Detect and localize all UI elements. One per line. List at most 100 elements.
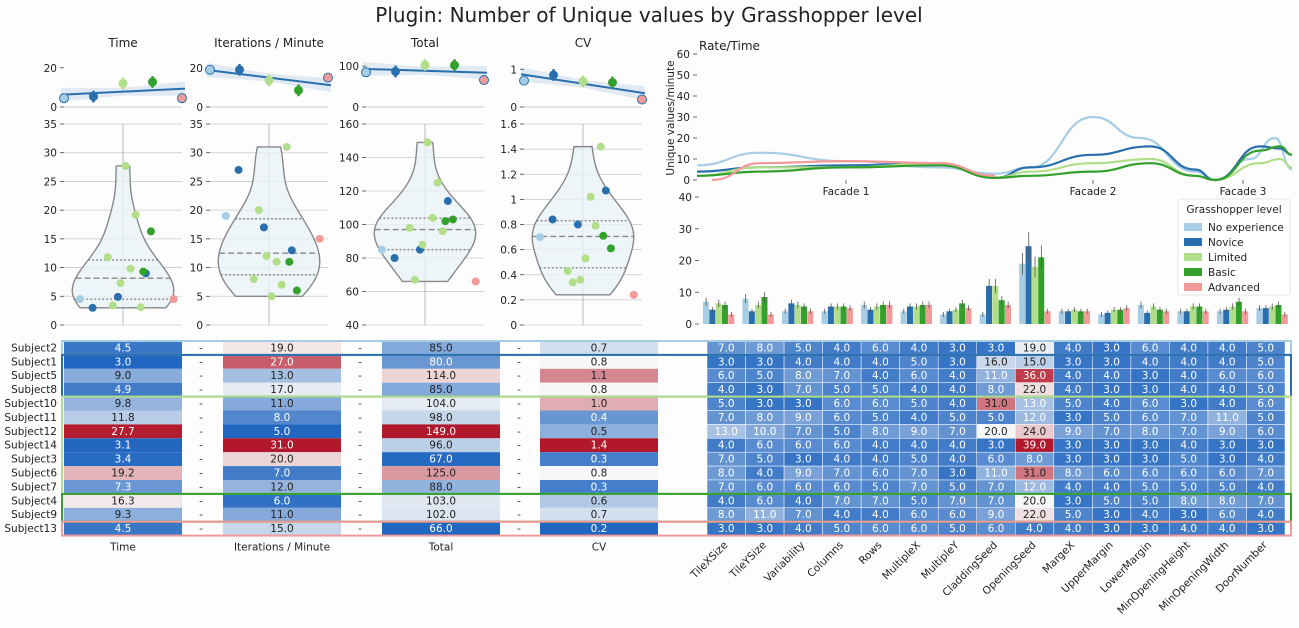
cell-value: 4.0 — [1180, 523, 1197, 535]
heat-cell — [64, 438, 182, 453]
cell-value: 7.3 — [115, 481, 132, 493]
bar — [1156, 309, 1163, 324]
cell-value: 4.0 — [1103, 398, 1120, 410]
heat-cell — [223, 410, 341, 425]
bar — [767, 314, 774, 324]
cell-value: 6.0 — [834, 412, 851, 424]
column-label: MinOpeningWidth — [1157, 539, 1232, 614]
cell-value: 5.0 — [1257, 342, 1274, 354]
y-tick-label: 30 — [679, 224, 692, 236]
bar — [1275, 304, 1282, 324]
data-point — [131, 210, 140, 219]
bar — [1150, 306, 1157, 324]
cell-value: 4.0 — [1065, 481, 1082, 493]
dash-separator: - — [199, 454, 203, 466]
y-tick-label: 1.6 — [500, 119, 517, 131]
heat-cell — [223, 438, 341, 453]
bar — [861, 304, 868, 324]
dash-separator: - — [517, 454, 521, 466]
data-point — [428, 213, 437, 222]
data-point — [221, 211, 230, 220]
heat-cell — [540, 410, 658, 425]
cell-value: 31.0 — [1023, 468, 1046, 480]
dash-separator: - — [199, 356, 203, 368]
bar — [1065, 311, 1072, 324]
bar — [1038, 257, 1045, 324]
panel-title: Time — [107, 36, 137, 50]
column-label: TileXSize — [688, 539, 731, 582]
cell-value: 4.0 — [795, 495, 812, 507]
cell-value: 5.0 — [1065, 509, 1082, 521]
dash-separator: - — [517, 356, 521, 368]
cell-value: 5.0 — [1065, 398, 1082, 410]
series-line-advanced — [711, 159, 996, 182]
mean-point — [294, 85, 303, 95]
dash-separator: - — [199, 342, 203, 354]
y-tick-label: 20 — [679, 256, 692, 268]
heat-cell — [64, 507, 182, 522]
bar — [886, 304, 893, 324]
cell-value: 4.0 — [949, 398, 966, 410]
cell-value: 3.0 — [795, 398, 812, 410]
cell-value: 4.0 — [795, 523, 812, 535]
cell-value: 3.0 — [1142, 454, 1159, 466]
y-tick-label: 25 — [44, 176, 57, 188]
trend-panels: Time 0 20 Iterations / Minute 0 20 Total 0 100 CV… — [44, 36, 647, 114]
data-point — [563, 266, 572, 275]
column-label: MinOpeningHeight — [1115, 539, 1193, 617]
mean-point — [148, 77, 157, 87]
cell-value: 4.0 — [1065, 523, 1082, 535]
data-point — [596, 142, 605, 151]
cell-value: 7.0 — [1257, 468, 1274, 480]
cell-value: 15.0 — [1023, 356, 1046, 368]
bar — [959, 303, 966, 324]
bar — [782, 311, 789, 324]
bar — [1098, 314, 1105, 324]
cell-value: 13.0 — [270, 370, 293, 382]
y-tick-label: 30 — [677, 112, 690, 124]
data-point — [116, 279, 125, 288]
y-tick-label: 0 — [196, 320, 203, 332]
dash-separator: - — [517, 426, 521, 438]
cell-value: 9.8 — [115, 398, 132, 410]
bar — [1163, 311, 1170, 324]
bar — [755, 304, 762, 324]
cell-value: 4.0 — [1026, 523, 1043, 535]
cell-value: 3.0 — [1180, 398, 1197, 410]
cell-value: 3.0 — [1065, 454, 1082, 466]
cell-value: 3.0 — [756, 384, 773, 396]
mean-point — [361, 67, 371, 78]
cell-value: 4.0 — [911, 342, 928, 354]
dash-separator: - — [199, 468, 203, 480]
cell-value: 3.0 — [1103, 356, 1120, 368]
bar — [965, 308, 972, 324]
cell-value: 5.0 — [949, 412, 966, 424]
cell-value: 6.0 — [834, 398, 851, 410]
bar — [1177, 311, 1184, 324]
cell-value: 4.0 — [949, 454, 966, 466]
dash-separator: - — [517, 509, 521, 521]
dash-separator: - — [199, 440, 203, 452]
cell-value: 4.0 — [1103, 370, 1120, 382]
cell-value: 8.0 — [1219, 495, 1236, 507]
cell-value: 5.0 — [1219, 481, 1236, 493]
cell-value: 6.0 — [1257, 426, 1274, 438]
heat-cell — [382, 424, 500, 439]
y-tick-label: 15 — [44, 234, 57, 246]
cell-value: 5.0 — [718, 398, 735, 410]
cell-value: 3.0 — [1103, 523, 1120, 535]
cell-value: 3.0 — [988, 342, 1005, 354]
cell-value: 15.0 — [270, 523, 293, 535]
data-point — [441, 217, 450, 226]
cell-value: 4.0 — [1065, 384, 1082, 396]
series-line-novice — [696, 145, 1293, 182]
bar — [1229, 306, 1236, 324]
cell-value: 4.0 — [1219, 342, 1236, 354]
y-tick-label: 0 — [510, 102, 517, 114]
y-tick-label: 10 — [679, 287, 692, 299]
cell-value: 8.0 — [718, 509, 735, 521]
cell-value: 5.0 — [872, 481, 889, 493]
cell-value: 5.0 — [1257, 384, 1274, 396]
cell-value: 7.0 — [911, 468, 928, 480]
cell-value: 12.0 — [1023, 412, 1046, 424]
